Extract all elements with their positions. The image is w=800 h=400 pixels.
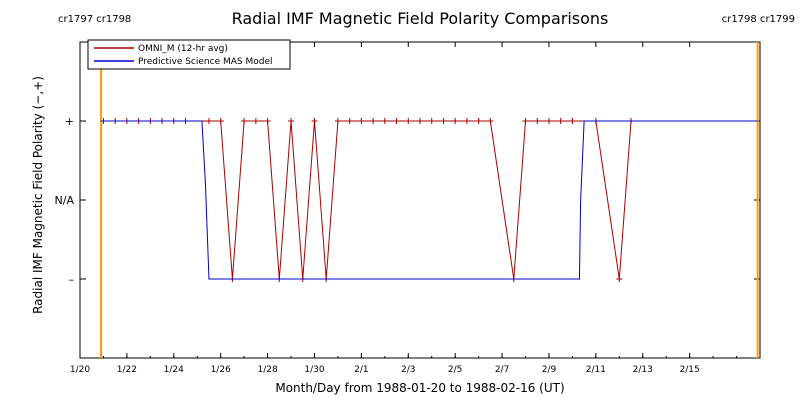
legend: OMNI_M (12-hr avg) Predictive Science MA… (87, 39, 291, 70)
data-point (252, 118, 259, 124)
x-tick-label: 2/7 (495, 365, 509, 375)
plot-area: 1/20 1/22 1/24 1/26 1/28 1/30 2/1 2/3 2/5 2/7 2/9 2… (55, 41, 761, 375)
data-point (288, 118, 295, 124)
x-tick-label: 1/28 (257, 365, 277, 375)
x-tick-label: 1/24 (164, 365, 184, 375)
x-tick-label: 1/30 (304, 365, 324, 375)
x-tick-label: 2/9 (542, 365, 557, 375)
data-point (264, 118, 271, 124)
x-tick-label: 2/15 (680, 365, 700, 375)
data-point (346, 118, 353, 124)
data-point (440, 118, 447, 124)
x-tick-label: 1/22 (117, 365, 137, 375)
data-point (428, 118, 435, 124)
y-tick-label: – (69, 273, 75, 286)
data-point (417, 118, 423, 124)
carrington-label-right: cr1798 cr1799 (722, 14, 795, 25)
data-point (616, 276, 623, 282)
series-line-1 (101, 120, 758, 280)
y-axis-label: Radial IMF Magnetic Field Polarity (−,+) (31, 76, 45, 314)
x-tick-label: 2/11 (586, 365, 606, 375)
x-tick-label: 2/1 (354, 365, 368, 375)
data-point (370, 118, 377, 124)
carrington-label-left: cr1797 cr1798 (58, 14, 131, 25)
legend-box (87, 39, 291, 70)
data-point (205, 118, 212, 124)
x-tick-label: 2/13 (633, 365, 653, 375)
data-point (463, 118, 470, 124)
data-point (557, 118, 564, 124)
plot-frame (79, 41, 761, 359)
data-point (217, 118, 224, 124)
data-point (487, 118, 494, 124)
data-point (522, 118, 529, 124)
x-axis-label: Month/Day from 1988-01-20 to 1988-02-16 … (275, 381, 564, 395)
data-point (545, 118, 552, 124)
data-point (569, 118, 576, 124)
data-point (534, 118, 541, 124)
chart-title: Radial IMF Magnetic Field Polarity Compa… (232, 9, 609, 28)
data-point (405, 118, 412, 124)
x-tick-label: 2/3 (401, 365, 415, 375)
y-tick-label: + (65, 115, 74, 128)
data-point (358, 118, 365, 124)
series-line-0 (103, 120, 632, 280)
y-tick-label: N/A (55, 194, 75, 207)
data-point (381, 118, 388, 124)
data-point (334, 118, 341, 124)
data-point (311, 118, 318, 124)
x-tick-label: 2/5 (448, 365, 462, 375)
legend-label-mas: Predictive Science MAS Model (138, 57, 273, 67)
x-tick-label: 1/20 (70, 365, 90, 375)
x-tick-label: 1/26 (211, 365, 231, 375)
data-point (452, 118, 459, 124)
data-point (241, 118, 248, 124)
data-point (393, 118, 400, 124)
data-point (475, 118, 482, 124)
legend-label-omni: OMNI_M (12-hr avg) (138, 44, 228, 54)
